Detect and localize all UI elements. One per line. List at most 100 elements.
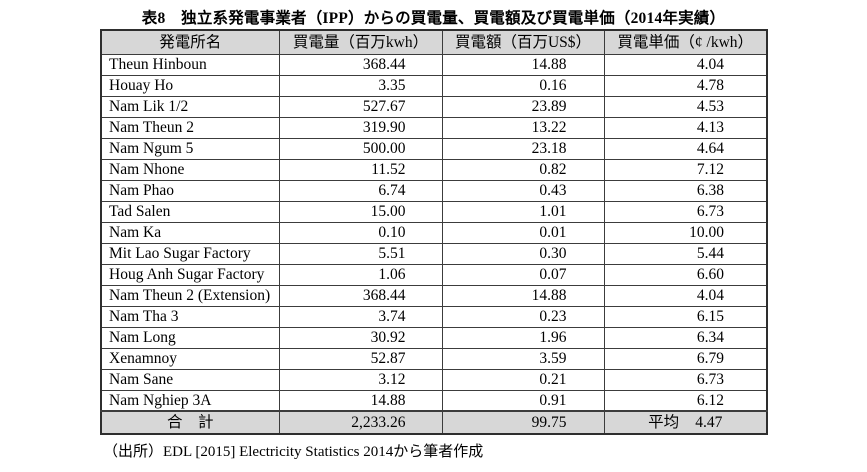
price-value: 6.12: [603, 389, 768, 412]
table-row: Nam Phao 6.74 0.43 6.38: [100, 179, 768, 202]
amount-value: 0.30: [441, 242, 605, 265]
volume-value: 527.67: [278, 95, 443, 118]
plant-name-cell: Nam Long: [100, 326, 280, 349]
header-row: 発電所名 買電量（百万kwh） 買電額（百万US$） 買電単価（¢ /kwh）: [100, 29, 768, 55]
table-row: Houg Anh Sugar Factory 1.06 0.07 6.60: [100, 263, 768, 286]
source-note: （出所）EDL [2015] Electricity Statistics 20…: [103, 444, 484, 460]
total-row: 合 計 2,233.26 99.75 平均 4.47: [100, 410, 768, 435]
price-value: 4.13: [603, 116, 768, 139]
price-value: 6.73: [603, 368, 768, 391]
volume-value: 5.51: [278, 242, 443, 265]
price-value: 6.60: [603, 263, 768, 286]
plant-name-cell: Nam Theun 2: [100, 116, 280, 139]
ipp-purchase-table: 発電所名 買電量（百万kwh） 買電額（百万US$） 買電単価（¢ /kwh） …: [100, 29, 768, 435]
volume-value: 11.52: [278, 158, 443, 181]
plant-name-cell: Nam Sane: [100, 368, 280, 391]
plant-name-cell: Nam Ka: [100, 221, 280, 244]
table-row: Nam Lik 1/2 527.67 23.89 4.53: [100, 95, 768, 118]
plant-name-cell: Tad Salen: [100, 200, 280, 223]
plant-name-cell: Nam Lik 1/2: [100, 95, 280, 118]
volume-value: 0.10: [278, 221, 443, 244]
table-row: Xenamnoy 52.87 3.59 6.79: [100, 347, 768, 370]
table-row: Theun Hinboun 368.44 14.88 4.04: [100, 53, 768, 76]
column-header-purchase-amount: 買電額（百万US$）: [441, 29, 605, 55]
plant-name-cell: Nam Nhone: [100, 158, 280, 181]
table-row: Nam Tha 3 3.74 0.23 6.15: [100, 305, 768, 328]
amount-value: 0.23: [441, 305, 605, 328]
table-body: Theun Hinboun 368.44 14.88 4.04 Houay Ho 3.35…: [100, 53, 768, 412]
price-value: 7.12: [603, 158, 768, 181]
amount-value: 14.88: [441, 284, 605, 307]
price-value: 4.04: [603, 284, 768, 307]
table-row: Nam Theun 2 (Extension) 368.44 14.88 4.04: [100, 284, 768, 307]
price-value: 10.00: [603, 221, 768, 244]
plant-name-cell: Mit Lao Sugar Factory: [100, 242, 280, 265]
volume-value: 500.00: [278, 137, 443, 160]
table-row: Nam Theun 2 319.90 13.22 4.13: [100, 116, 768, 139]
table-row: Tad Salen 15.00 1.01 6.73: [100, 200, 768, 223]
total-amount-value: 99.75: [441, 410, 605, 435]
amount-value: 23.89: [441, 95, 605, 118]
price-value: 6.79: [603, 347, 768, 370]
amount-value: 0.01: [441, 221, 605, 244]
table-footer: 合 計 2,233.26 99.75 平均 4.47: [100, 410, 768, 435]
price-value: 6.34: [603, 326, 768, 349]
price-value: 6.15: [603, 305, 768, 328]
table-row: Nam Ka 0.10 0.01 10.00: [100, 221, 768, 244]
volume-value: 14.88: [278, 389, 443, 412]
volume-value: 1.06: [278, 263, 443, 286]
total-label: 合 計: [100, 410, 280, 435]
average-label: 平均: [648, 414, 680, 431]
price-value: 4.64: [603, 137, 768, 160]
table-row: Mit Lao Sugar Factory 5.51 0.30 5.44: [100, 242, 768, 265]
price-value: 4.53: [603, 95, 768, 118]
volume-value: 3.74: [278, 305, 443, 328]
column-header-unit-price: 買電単価（¢ /kwh）: [603, 29, 768, 55]
price-value: 5.44: [603, 242, 768, 265]
column-header-plant-name: 発電所名: [100, 29, 280, 55]
table-row: Houay Ho 3.35 0.16 4.78: [100, 74, 768, 97]
amount-value: 23.18: [441, 137, 605, 160]
amount-value: 1.01: [441, 200, 605, 223]
volume-value: 368.44: [278, 284, 443, 307]
plant-name-cell: Nam Tha 3: [100, 305, 280, 328]
table-row: Nam Sane 3.12 0.21 6.73: [100, 368, 768, 391]
table-row: Nam Nghiep 3A 14.88 0.91 6.12: [100, 389, 768, 412]
table-row: Nam Ngum 5 500.00 23.18 4.64: [100, 137, 768, 160]
plant-name-cell: Houay Ho: [100, 74, 280, 97]
plant-name-cell: Xenamnoy: [100, 347, 280, 370]
amount-value: 0.91: [441, 389, 605, 412]
price-value: 6.73: [603, 200, 768, 223]
table-title: 表8 独立系発電事業者（IPP）からの買電量、買電額及び買電単価（2014年実績…: [141, 10, 726, 27]
average-price-value: 4.47: [695, 414, 723, 431]
plant-name-cell: Theun Hinboun: [100, 53, 280, 76]
column-header-purchase-volume: 買電量（百万kwh）: [278, 29, 443, 55]
amount-value: 0.21: [441, 368, 605, 391]
amount-value: 14.88: [441, 53, 605, 76]
amount-value: 1.96: [441, 326, 605, 349]
volume-value: 368.44: [278, 53, 443, 76]
amount-value: 0.16: [441, 74, 605, 97]
volume-value: 3.12: [278, 368, 443, 391]
amount-value: 3.59: [441, 347, 605, 370]
volume-value: 3.35: [278, 74, 443, 97]
plant-name-cell: Nam Nghiep 3A: [100, 389, 280, 412]
plant-name-cell: Nam Theun 2 (Extension): [100, 284, 280, 307]
price-value: 6.38: [603, 179, 768, 202]
average-price-cell: 平均 4.47: [603, 410, 768, 435]
volume-value: 15.00: [278, 200, 443, 223]
volume-value: 30.92: [278, 326, 443, 349]
table-row: Nam Nhone 11.52 0.82 7.12: [100, 158, 768, 181]
plant-name-cell: Nam Phao: [100, 179, 280, 202]
amount-value: 13.22: [441, 116, 605, 139]
volume-value: 319.90: [278, 116, 443, 139]
table-row: Nam Long 30.92 1.96 6.34: [100, 326, 768, 349]
plant-name-cell: Nam Ngum 5: [100, 137, 280, 160]
amount-value: 0.07: [441, 263, 605, 286]
price-value: 4.78: [603, 74, 768, 97]
volume-value: 52.87: [278, 347, 443, 370]
total-volume-value: 2,233.26: [278, 410, 443, 435]
volume-value: 6.74: [278, 179, 443, 202]
price-value: 4.04: [603, 53, 768, 76]
